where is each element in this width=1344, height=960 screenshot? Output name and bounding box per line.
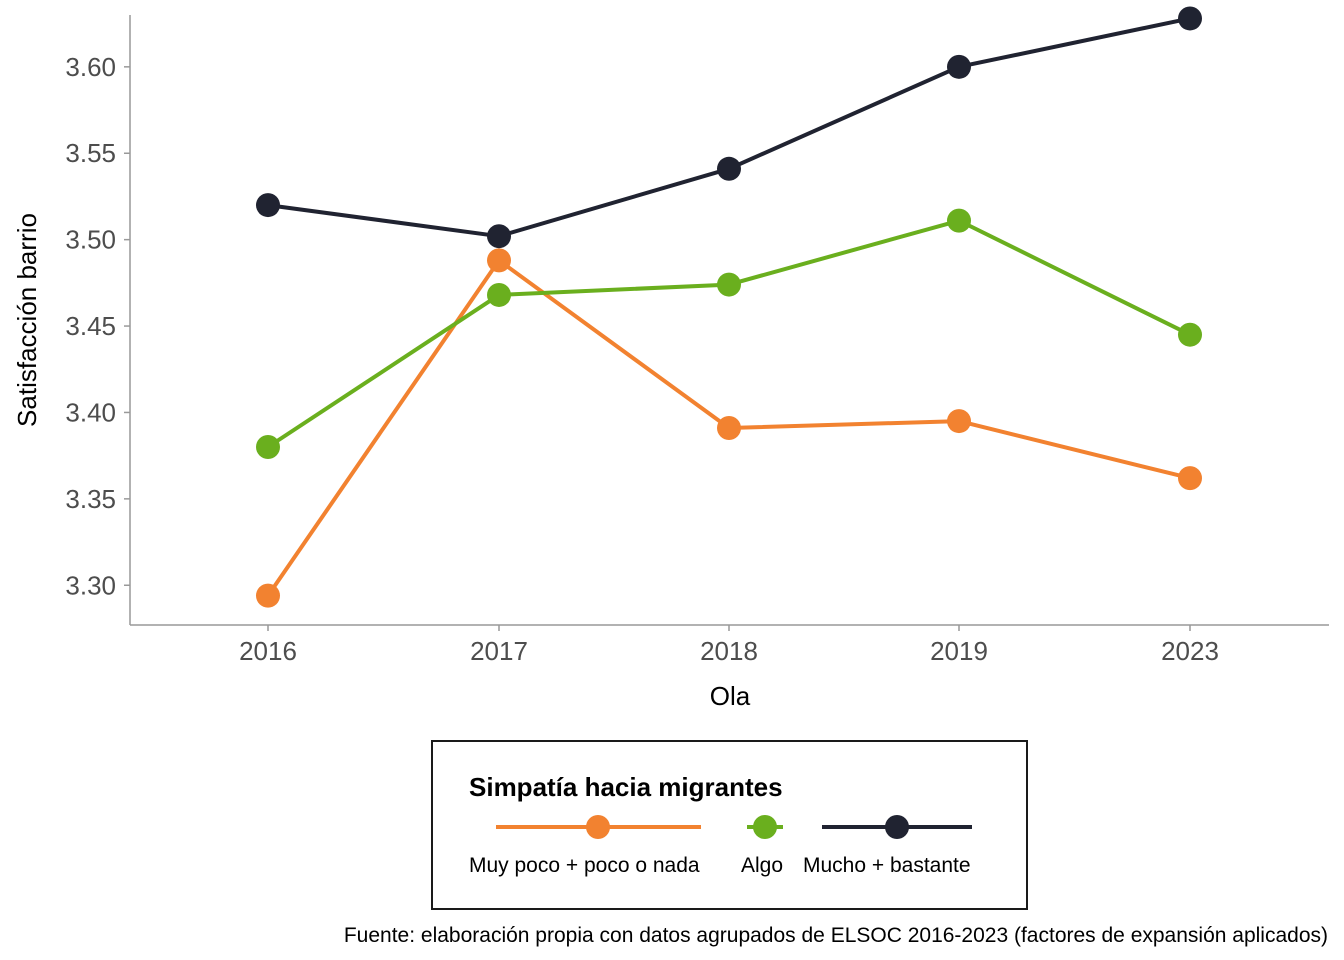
y-tick-label: 3.45 (65, 311, 116, 341)
data-point (717, 156, 741, 181)
y-tick-label: 3.60 (65, 52, 116, 82)
caption: Fuente: elaboración propia con datos agr… (344, 924, 1328, 947)
y-axis-title: Satisfacción barrio (12, 213, 42, 427)
legend-key-point (885, 815, 909, 839)
legend-label: Muy poco + poco o nada (469, 854, 700, 877)
data-point (717, 416, 741, 441)
y-tick-label: 3.50 (65, 225, 116, 255)
legend: Simpatía hacia migrantes Muy poco + poco… (431, 740, 1028, 910)
legend-label: Mucho + bastante (803, 854, 971, 877)
series-line (267, 16, 1191, 239)
legend-title: Simpatía hacia migrantes (469, 772, 783, 802)
legend-key-point (586, 815, 610, 839)
x-tick-label: 2016 (239, 636, 297, 666)
x-ticks: 2016 2017 2018 2019 2023 (239, 625, 1219, 666)
data-point (947, 54, 971, 79)
y-tick-label: 3.30 (65, 570, 116, 600)
data-point (1178, 6, 1202, 31)
data-point (256, 435, 280, 460)
series-0 (256, 248, 1202, 608)
series-line (266, 218, 1191, 449)
data-point (487, 282, 511, 307)
data-point (487, 224, 511, 249)
series-1 (256, 208, 1202, 460)
x-tick-label: 2018 (700, 636, 758, 666)
data-point (1178, 466, 1202, 491)
y-tick-label: 3.40 (65, 397, 116, 427)
data-point (1178, 322, 1202, 347)
series-group (256, 6, 1202, 608)
data-point (717, 272, 741, 297)
data-point (947, 208, 971, 233)
data-point (487, 248, 511, 273)
y-tick-label: 3.55 (65, 138, 116, 168)
legend-key-point (753, 815, 777, 839)
x-tick-label: 2017 (470, 636, 528, 666)
y-tick-label: 3.35 (65, 484, 116, 514)
data-point (947, 409, 971, 434)
x-tick-label: 2023 (1161, 636, 1219, 666)
x-axis-title: Ola (710, 681, 751, 711)
x-tick-label: 2019 (930, 636, 988, 666)
data-point (256, 583, 280, 608)
series-2 (256, 6, 1202, 249)
data-point (256, 193, 280, 218)
legend-label: Algo (741, 854, 783, 877)
y-ticks: 3.30 3.35 3.40 3.45 3.50 3.55 3.60 (65, 52, 130, 600)
legend-items: Muy poco + poco o nada Algo Mucho + bastan… (469, 815, 972, 877)
